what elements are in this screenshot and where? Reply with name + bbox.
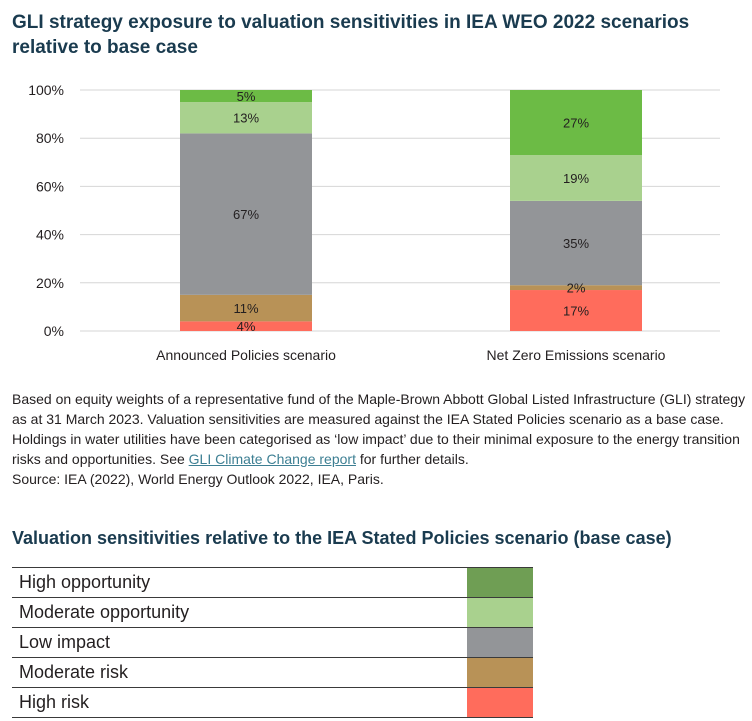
bar-segment xyxy=(510,90,642,156)
chart-title: GLI strategy exposure to valuation sensi… xyxy=(12,12,690,58)
y-axis-ticks: 0% 20% 40% 60% 80% 100% xyxy=(28,82,64,339)
data-label: 2% xyxy=(567,281,586,296)
legend-table: High opportunity Moderate opportunity Lo… xyxy=(12,567,533,718)
legend-label: Low impact xyxy=(19,632,111,652)
legend-title: Valuation sensitivities relative to the … xyxy=(12,528,672,548)
data-label: 11% xyxy=(233,301,258,316)
bar-segment xyxy=(510,290,642,331)
legend-label: Moderate risk xyxy=(19,662,129,682)
legend-row-moderate-opportunity: Moderate opportunity xyxy=(12,598,533,628)
x-axis-categories: Announced Policies scenario Net Zero Emis… xyxy=(156,347,666,363)
data-label: 35% xyxy=(563,236,589,251)
bars xyxy=(180,90,642,331)
legend-swatch xyxy=(467,568,533,597)
legend-swatch xyxy=(467,628,533,657)
y-tick-label: 20% xyxy=(36,275,64,291)
data-label: 19% xyxy=(563,171,589,186)
data-label: 5% xyxy=(237,89,256,104)
source-text: Source: IEA (2022), World Energy Outlook… xyxy=(12,471,384,487)
bar-segment xyxy=(510,200,642,286)
bar-segment xyxy=(180,90,312,103)
legend-swatch xyxy=(467,658,533,687)
bar-segment xyxy=(510,285,642,291)
stacked-bar-chart: 0% 20% 40% 60% 80% 100% 4% 11% 67% 13% 5% 17% 2% 35%… xyxy=(28,82,720,363)
bar-segment xyxy=(180,321,312,331)
y-tick-label: 100% xyxy=(28,82,64,98)
legend-row-moderate-risk: Moderate risk xyxy=(12,658,533,688)
category-label: Announced Policies scenario xyxy=(156,347,336,363)
data-label: 13% xyxy=(233,111,259,126)
data-label: 67% xyxy=(233,207,259,222)
bar-segment xyxy=(510,155,642,201)
bar-segment xyxy=(180,294,312,322)
category-label: Net Zero Emissions scenario xyxy=(487,347,666,363)
note-text: Based on equity weights of a representat… xyxy=(12,391,746,467)
y-tick-label: 80% xyxy=(36,130,64,146)
legend-label: Moderate opportunity xyxy=(19,602,190,622)
legend-swatch xyxy=(467,598,533,627)
y-tick-label: 0% xyxy=(44,323,64,339)
climate-report-link[interactable]: GLI Climate Change report xyxy=(188,451,356,467)
data-label: 27% xyxy=(563,116,589,131)
data-label: 17% xyxy=(563,304,589,319)
legend-swatch xyxy=(467,688,533,717)
note-text-end: for further details. xyxy=(355,451,469,467)
bar-segment xyxy=(180,102,312,134)
legend-row-high-opportunity: High opportunity xyxy=(12,568,533,598)
data-labels: 4% 11% 67% 13% 5% 17% 2% 35% 19% 27% xyxy=(233,89,589,334)
bar-segment xyxy=(180,133,312,295)
legend-row-high-risk: High risk xyxy=(12,688,533,718)
y-tick-label: 40% xyxy=(36,227,64,243)
y-tick-label: 60% xyxy=(36,178,64,194)
legend-label: High risk xyxy=(19,692,90,712)
chart-note: Based on equity weights of a representat… xyxy=(12,389,750,489)
legend-label: High opportunity xyxy=(19,572,151,592)
legend-row-low-impact: Low impact xyxy=(12,628,533,658)
data-label: 4% xyxy=(237,319,256,334)
